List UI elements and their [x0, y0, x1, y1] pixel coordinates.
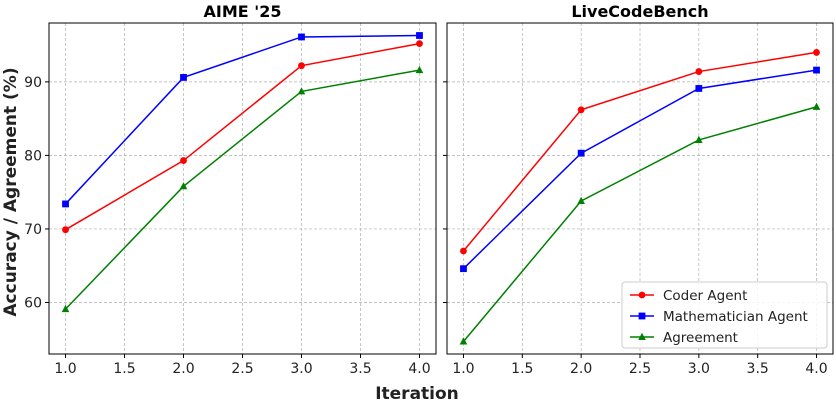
y-tick-label: 70	[24, 222, 42, 238]
data-point	[298, 62, 305, 70]
y-axis-label: Accuracy / Agreement (%)	[1, 67, 21, 316]
x-tick-label: 3.0	[688, 361, 710, 377]
x-tick-label: 1.5	[511, 361, 533, 377]
x-tick-label: 1.0	[452, 361, 474, 377]
data-point	[695, 135, 703, 143]
legend-label: Mathematician Agent	[663, 309, 808, 325]
y-tick-label: 80	[24, 148, 42, 164]
x-tick-label: 2.5	[629, 361, 651, 377]
x-tick-label: 2.0	[172, 361, 194, 377]
legend-item: Coder Agent	[630, 288, 747, 304]
x-tick-label: 4.0	[805, 361, 827, 377]
data-point	[180, 74, 187, 81]
panel-2: 1.0 1.5 2.0 2.5 3.0 3.5 4.0 LiveCodeBench Coder …	[443, 2, 834, 377]
x-tick-label: 3.0	[290, 361, 312, 377]
series-line	[64, 69, 420, 310]
data-point	[416, 32, 423, 39]
data-point	[460, 247, 467, 255]
panel-1: 1.0 1.5 2.0 2.5 3.0 3.5 4.0 60 70 80 90 AIME '25	[24, 2, 437, 377]
series-line	[462, 51, 817, 252]
data-point	[61, 304, 70, 313]
data-point	[812, 102, 821, 110]
series-agreement	[459, 102, 821, 345]
data-point	[577, 196, 585, 205]
x-tick-label: 2.0	[570, 361, 592, 377]
series-coder-agent	[62, 40, 423, 234]
series-line	[462, 69, 817, 270]
x-tick-label: 2.5	[231, 361, 253, 377]
y-tick-label: 60	[24, 296, 42, 312]
series-agreement	[61, 65, 424, 313]
legend-marker	[638, 332, 646, 340]
data-point	[62, 200, 69, 208]
data-point	[695, 85, 703, 92]
x-tick-label: 3.5	[349, 361, 371, 377]
data-point	[813, 49, 820, 56]
data-point	[416, 40, 423, 47]
legend-box	[621, 281, 828, 349]
plot-frame	[446, 22, 834, 355]
data-point	[695, 68, 703, 75]
panel-title: LiveCodeBench	[571, 2, 708, 21]
data-point	[577, 106, 585, 114]
series-mathematician-agent	[62, 32, 423, 208]
legend-label: Coder Agent	[663, 288, 747, 304]
y-tick-label: 90	[24, 75, 42, 91]
data-point	[459, 337, 468, 345]
series-mathematician-agent	[460, 66, 820, 273]
series-coder-agent	[460, 49, 820, 255]
data-point	[179, 182, 188, 190]
data-point	[297, 87, 306, 95]
x-tick-label: 4.0	[408, 361, 430, 377]
data-point	[298, 33, 305, 41]
data-point	[577, 149, 585, 157]
plot-frame	[48, 22, 437, 355]
x-tick-label: 1.0	[54, 361, 76, 377]
legend-item: Mathematician Agent	[630, 309, 808, 325]
legend: Coder Agent Mathematician Agent Agreement	[621, 281, 828, 349]
legend-label: Agreement	[663, 330, 738, 346]
x-axis-label: Iteration	[375, 384, 459, 401]
series-line	[65, 42, 420, 231]
series-line	[462, 106, 817, 342]
series-line	[64, 34, 420, 205]
legend-item: Agreement	[630, 330, 738, 346]
data-point	[460, 265, 467, 273]
legend-marker	[638, 291, 646, 299]
x-tick-label: 1.5	[113, 361, 135, 377]
data-point	[813, 66, 820, 74]
panel-title: AIME '25	[204, 2, 282, 21]
x-tick-label: 3.5	[747, 361, 769, 377]
data-point	[62, 226, 69, 234]
legend-marker	[638, 312, 646, 320]
data-point	[180, 157, 187, 164]
data-point	[415, 65, 424, 74]
